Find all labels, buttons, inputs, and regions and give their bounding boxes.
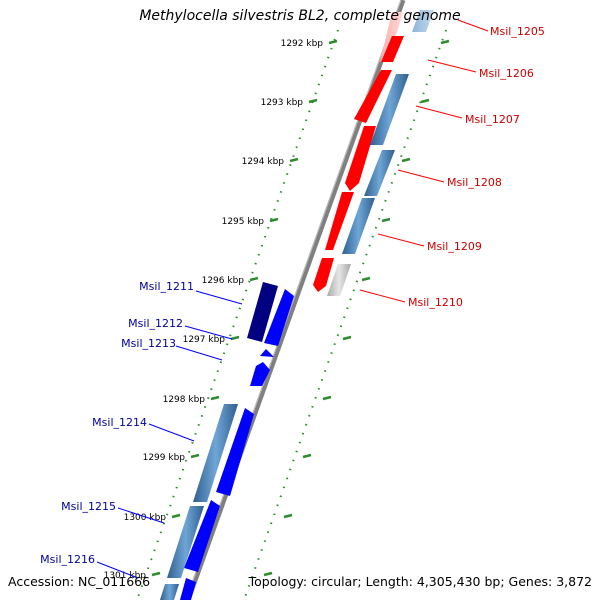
cds-strip-1207 xyxy=(364,150,395,196)
ruler-tick-label: 1296 kbp xyxy=(202,276,245,286)
gene-arrow-msil-1209[interactable] xyxy=(313,258,334,292)
gene-arrow-msil-1215[interactable] xyxy=(184,500,220,572)
leader-line xyxy=(397,169,445,183)
cds-strip-1216 xyxy=(160,584,179,600)
outer-ruler-tick xyxy=(283,513,293,519)
gene-label-forward[interactable]: Msil_1210 xyxy=(408,296,463,309)
ruler-tick xyxy=(289,157,299,163)
ruler-tick-label: 1298 kbp xyxy=(163,395,206,405)
outer-dotted-guide xyxy=(243,29,447,600)
outer-ruler-tick xyxy=(381,217,391,223)
cds-strip-1214 xyxy=(193,404,238,502)
outer-ruler-tick xyxy=(263,571,273,577)
gene-label-forward[interactable]: Msil_1209 xyxy=(427,240,482,253)
gene-label-reverse[interactable]: Msil_1213 xyxy=(121,337,176,350)
leader-line xyxy=(175,345,223,361)
gene-arrow-msil-1206[interactable] xyxy=(354,70,392,123)
leader-line xyxy=(148,423,195,442)
outer-ruler-tick xyxy=(401,157,411,163)
gene-label-forward[interactable]: Msil_1207 xyxy=(465,113,520,126)
gene-arrow-msil-1205[interactable] xyxy=(380,12,403,62)
ruler-tick xyxy=(308,98,318,104)
inner-dotted-guide xyxy=(136,29,339,600)
topology-summary: Topology: circular; Length: 4,305,430 bp… xyxy=(248,574,592,589)
reverse-cds-strips xyxy=(160,404,238,600)
leader-line xyxy=(195,290,243,305)
ruler-tick-label: 1294 kbp xyxy=(242,157,285,167)
gene-label-forward[interactable]: Msil_1206 xyxy=(479,67,534,80)
ruler-tick xyxy=(269,217,279,223)
ruler-tick xyxy=(328,39,338,45)
outer-ruler-tick xyxy=(342,335,352,341)
gene-arrow-msil-1216[interactable] xyxy=(180,578,196,600)
ruler-tick xyxy=(230,335,240,341)
gene-arrow-msil-1211[interactable] xyxy=(247,282,278,342)
ruler-tick xyxy=(151,571,161,577)
ruler-tick-label: 1295 kbp xyxy=(222,217,265,227)
ruler-tick-label: 1292 kbp xyxy=(281,39,324,49)
leader-line xyxy=(427,59,477,73)
ruler-tick-label: 1300 kbp xyxy=(124,513,167,523)
cds-strip-1210 xyxy=(327,264,351,296)
forward-strand-genes xyxy=(313,12,404,292)
leader-line xyxy=(415,105,463,119)
ruler: 1292 kbp 1293 kbp 1294 kbp 1295 kbp 1296 kbp… xyxy=(104,39,450,581)
gene-label-reverse[interactable]: Msil_1216 xyxy=(40,553,95,566)
cds-strips xyxy=(327,10,434,296)
outer-ruler-tick xyxy=(420,98,430,104)
gene-arrow-msil-1213-b[interactable] xyxy=(250,362,270,386)
gene-label-reverse[interactable]: Msil_1214 xyxy=(92,416,147,429)
outer-ruler-tick xyxy=(440,39,450,45)
gene-label-reverse[interactable]: Msil_1211 xyxy=(139,280,194,293)
gene-arrow-msil-1205-b[interactable] xyxy=(381,36,404,62)
genome-title: Methylocella silvestris BL2, complete ge… xyxy=(139,8,461,24)
reverse-strand-genes xyxy=(180,282,294,600)
ruler-tick-label: 1299 kbp xyxy=(143,453,186,463)
ruler-tick-label: 1293 kbp xyxy=(261,98,304,108)
gene-label-forward[interactable]: Msil_1208 xyxy=(447,176,502,189)
gene-label-reverse[interactable]: Msil_1215 xyxy=(61,500,116,513)
gene-arrow-msil-1213[interactable] xyxy=(260,349,274,357)
ruler-tick-label: 1301 kbp xyxy=(104,571,147,581)
ruler-tick xyxy=(210,395,220,401)
outer-ruler-tick xyxy=(302,453,312,459)
leader-line xyxy=(377,233,425,247)
leader-line xyxy=(457,19,489,32)
gene-label-forward[interactable]: Msil_1205 xyxy=(490,25,545,38)
gene-label-reverse[interactable]: Msil_1212 xyxy=(128,317,183,330)
ruler-tick xyxy=(249,276,259,282)
ruler-tick xyxy=(190,453,200,459)
outer-ruler-tick xyxy=(322,395,332,401)
gene-labels: Msil_1205 Msil_1206 Msil_1207 Msil_1208 Msil… xyxy=(40,19,545,579)
leader-line xyxy=(96,561,139,579)
cds-strip-1205 xyxy=(412,10,434,32)
leader-line xyxy=(184,325,233,340)
gene-arrow-msil-1212[interactable] xyxy=(264,289,294,346)
ruler-tick-label: 1297 kbp xyxy=(183,335,226,345)
accession-text: Accession: NC_011666 xyxy=(8,574,151,589)
outer-ruler-tick xyxy=(361,276,371,282)
cds-strip-1206 xyxy=(370,74,409,145)
cds-strip-1208 xyxy=(342,198,375,254)
cds-strip-1215 xyxy=(167,506,204,578)
leader-line xyxy=(117,507,165,524)
gene-arrow-msil-1214[interactable] xyxy=(216,408,254,496)
gene-arrow-msil-1207[interactable] xyxy=(345,126,376,191)
gene-arrow-msil-1208[interactable] xyxy=(325,192,354,250)
ruler-tick xyxy=(171,513,181,519)
leader-line xyxy=(359,289,406,303)
